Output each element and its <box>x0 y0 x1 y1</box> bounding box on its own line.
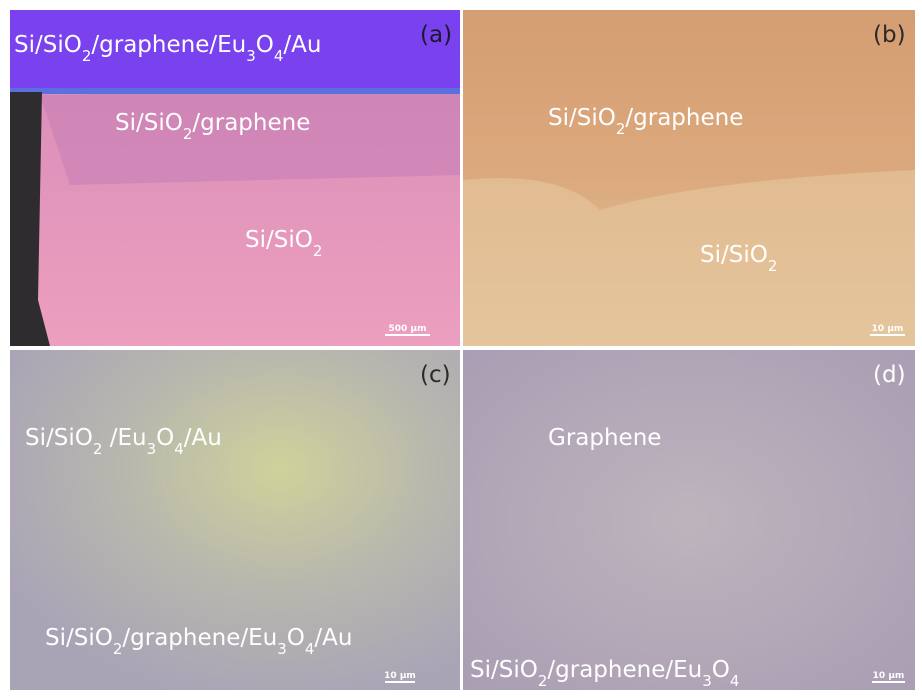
subscript: 3 <box>277 640 287 658</box>
panel-label: (b) <box>873 22 906 48</box>
text-part: /graphene/Eu <box>122 625 277 651</box>
text-part: Si/SiO <box>115 110 183 136</box>
subscript: 4 <box>274 47 284 65</box>
text-part: /Au <box>283 32 321 58</box>
region-label: Graphene <box>548 425 661 451</box>
panel-b-image <box>463 10 915 346</box>
subscript: 2 <box>538 672 548 690</box>
subscript: 2 <box>113 640 123 658</box>
text-part: Si/SiO <box>245 227 313 253</box>
text-part: Si/SiO <box>700 242 768 268</box>
text-part: /Eu <box>102 425 146 451</box>
text-part: O <box>256 32 274 58</box>
text-part: Si/SiO <box>14 32 82 58</box>
subscript: 2 <box>768 257 778 275</box>
panel-label: (d) <box>873 362 906 388</box>
text-part: O <box>287 625 305 651</box>
subscript: 4 <box>174 440 184 458</box>
subscript: 2 <box>183 125 193 143</box>
text-part: Graphene <box>548 425 661 451</box>
panel-d-image <box>463 350 915 690</box>
panel-label: (a) <box>420 22 452 48</box>
panel-label: (c) <box>420 362 451 388</box>
text-part: Si/SiO <box>548 105 616 131</box>
scale-bar-label: 500 µm <box>389 324 427 334</box>
text-part: /graphene/Eu <box>91 32 246 58</box>
panel-a-image <box>10 10 460 346</box>
text-part: Si/SiO <box>45 625 113 651</box>
text-part: O <box>156 425 174 451</box>
scale-bar-label: 10 µm <box>873 671 905 681</box>
scale-bar-label: 10 µm <box>872 324 904 334</box>
text-part: /Au <box>184 425 222 451</box>
text-part: O <box>712 657 730 683</box>
subscript: 3 <box>246 47 256 65</box>
text-part: Si/SiO <box>25 425 93 451</box>
text-part: /Au <box>314 625 352 651</box>
scale-bar-label: 10 µm <box>384 671 416 681</box>
text-part: /graphene/Eu <box>547 657 702 683</box>
subscript: 2 <box>616 120 626 138</box>
text-part: /graphene <box>192 110 310 136</box>
text-part: Si/SiO <box>470 657 538 683</box>
subscript: 4 <box>730 672 740 690</box>
subscript: 4 <box>305 640 315 658</box>
subscript: 3 <box>702 672 712 690</box>
subscript: 2 <box>313 242 323 260</box>
subscript: 3 <box>147 440 157 458</box>
figure: (a)500 µmSi/SiO2/graphene/Eu3O4/AuSi/SiO… <box>0 0 922 698</box>
subscript: 2 <box>82 47 92 65</box>
text-part: /graphene <box>625 105 743 131</box>
subscript: 2 <box>93 440 103 458</box>
